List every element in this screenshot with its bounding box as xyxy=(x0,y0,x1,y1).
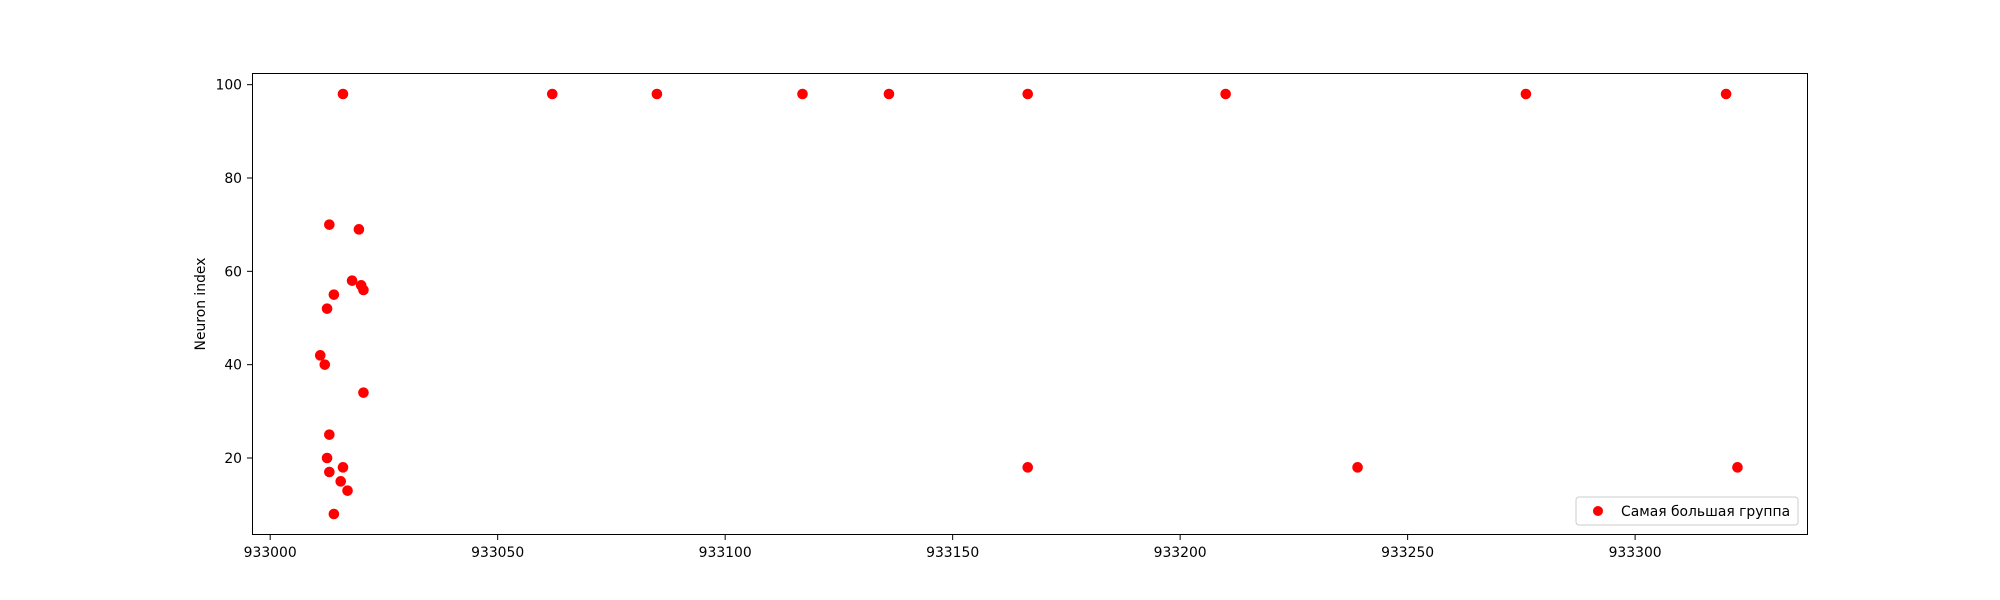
x-tick-label: 933000 xyxy=(244,545,297,561)
x-tick-label: 933300 xyxy=(1609,545,1662,561)
y-tick-label: 100 xyxy=(215,78,242,94)
x-tick-label: 933150 xyxy=(926,545,979,561)
data-point xyxy=(324,219,335,230)
data-point xyxy=(358,284,369,296)
data-point xyxy=(321,452,333,464)
data-point xyxy=(335,476,347,487)
data-point xyxy=(342,485,353,496)
data-point xyxy=(353,224,365,235)
plot-area xyxy=(252,73,1808,535)
legend-marker xyxy=(1593,506,1603,516)
y-axis: 20 40 60 80 100 xyxy=(215,78,252,467)
y-tick-label: 20 xyxy=(224,451,242,467)
data-point xyxy=(324,429,335,440)
x-tick-label: 933200 xyxy=(1154,545,1207,561)
data-point xyxy=(328,289,340,300)
data-point xyxy=(1352,462,1363,473)
y-tick-label: 40 xyxy=(224,358,242,374)
data-point xyxy=(1720,88,1732,100)
data-point xyxy=(346,275,358,286)
data-point xyxy=(314,350,326,361)
data-point xyxy=(883,88,895,100)
x-tick-label: 933250 xyxy=(1381,545,1434,561)
data-points xyxy=(314,88,1743,520)
x-tick-label: 933100 xyxy=(699,545,752,561)
data-point xyxy=(328,508,340,520)
x-tick-label: 933050 xyxy=(471,545,524,561)
data-point xyxy=(319,359,331,370)
data-point xyxy=(1732,462,1743,473)
data-point xyxy=(1220,88,1231,100)
data-point xyxy=(324,466,335,478)
y-tick-label: 60 xyxy=(224,264,242,280)
data-point xyxy=(1022,462,1034,473)
data-point xyxy=(546,88,558,100)
data-point xyxy=(337,88,349,100)
x-axis: 933000 933050 933100 933150 933200 933250 9333… xyxy=(244,535,1662,561)
data-point xyxy=(797,88,808,100)
plot-frame xyxy=(252,73,1808,535)
data-point xyxy=(1520,88,1532,100)
legend-box xyxy=(1575,496,1799,526)
legend: Самая большая группа xyxy=(1575,496,1799,526)
y-tick-label: 80 xyxy=(224,171,242,187)
data-point xyxy=(337,462,349,473)
data-point xyxy=(358,387,369,398)
data-point xyxy=(651,88,663,100)
data-point xyxy=(321,303,333,314)
y-axis-label: Neuron index xyxy=(193,258,209,351)
data-point xyxy=(1022,88,1034,100)
legend-label: Самая большая группа xyxy=(1621,504,1790,520)
